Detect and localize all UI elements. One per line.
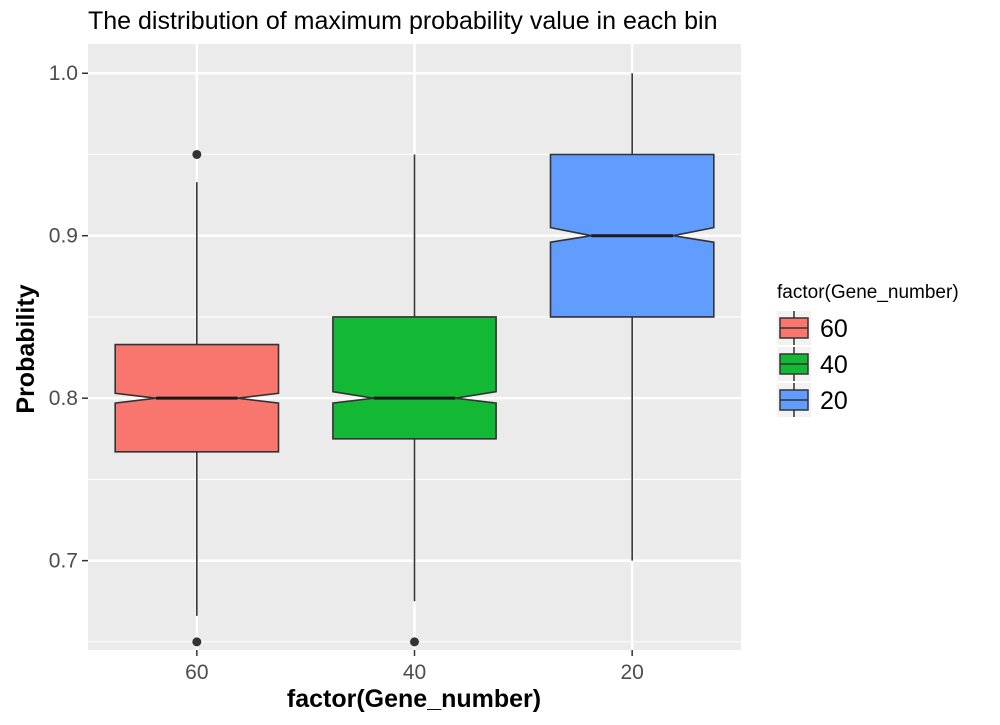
x-tick-label: 40 [403,661,426,684]
legend: factor(Gene_number) 60 40 20 [777,282,959,417]
box-40 [332,154,497,647]
box-20 [549,73,715,561]
outlier-point [192,637,202,647]
legend-entry-20: 20 [777,383,848,417]
outlier-point [410,637,419,647]
y-tick-label: 0.9 [49,225,78,248]
x-axis-title: factor(Gene_number) [287,685,541,713]
x-axis-ticks: 60 40 20 [185,650,644,684]
box-group [114,73,715,647]
box-60 [114,149,280,647]
notched-box [332,316,497,440]
y-axis-ticks: 0.7 0.8 0.9 1.0 [49,62,88,573]
legend-entry-60: 60 [777,311,848,345]
legend-label: 60 [820,315,848,343]
outlier-point [192,149,202,159]
y-axis-title: Probability [12,284,40,413]
x-tick-label: 60 [185,661,208,684]
legend-title: factor(Gene_number) [777,282,959,303]
chart-title: The distribution of maximum probability … [88,7,717,35]
y-tick-label: 1.0 [49,62,78,85]
legend-entry-40: 40 [777,347,848,381]
x-tick-label: 20 [620,661,643,684]
y-tick-label: 0.8 [49,387,78,410]
legend-label: 40 [820,351,848,379]
legend-label: 20 [820,387,848,415]
y-tick-label: 0.7 [49,550,78,573]
